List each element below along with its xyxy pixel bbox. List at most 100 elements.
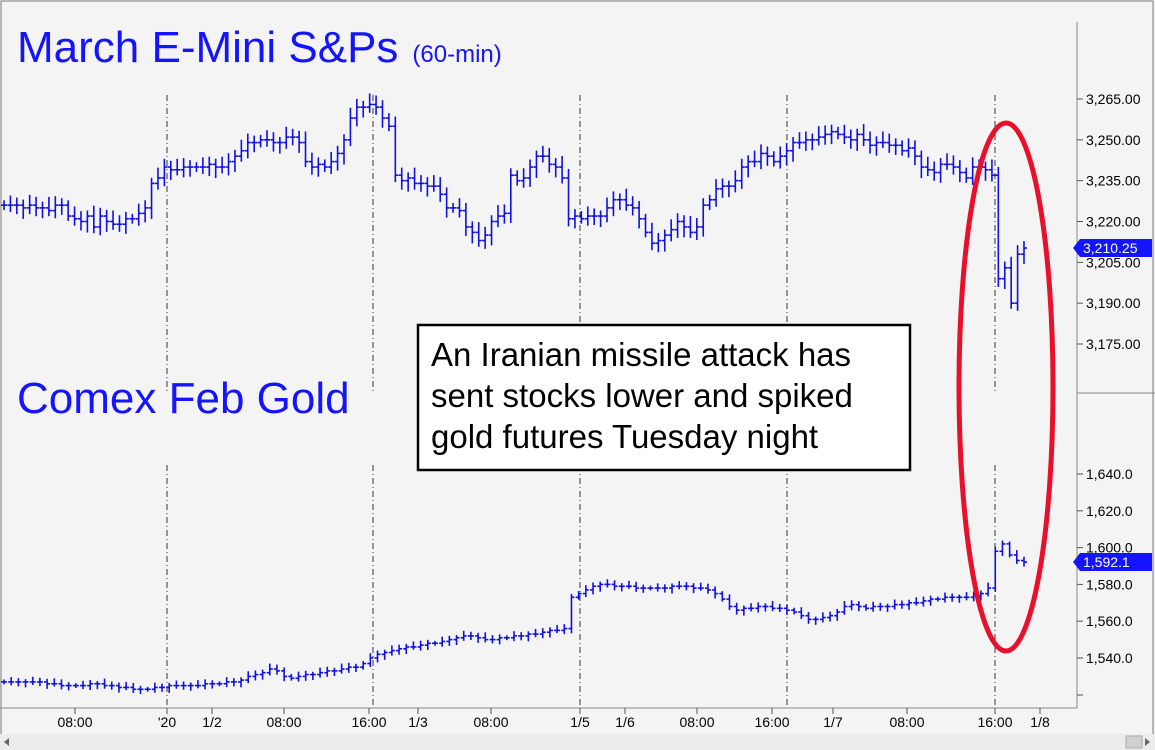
sp-price-bar <box>405 172 412 192</box>
gold-price-bar <box>396 644 403 655</box>
sp-price-bar <box>264 130 271 147</box>
scrollbar-thumb[interactable] <box>1125 735 1143 749</box>
sp-ytick-label: 3,220.00 <box>1086 214 1141 230</box>
gold-price-bar <box>568 593 575 634</box>
sp-price-bar <box>1014 245 1021 311</box>
gold-price-bar <box>690 583 697 594</box>
gold-price-bar <box>338 663 345 674</box>
sp-price-bar <box>661 229 668 252</box>
gold-price-bar <box>697 582 704 591</box>
sp-price-bar <box>13 197 20 215</box>
gold-price-bar <box>130 682 137 694</box>
sp-price-bar <box>379 100 386 128</box>
sp-ytick-label: 3,265.00 <box>1086 91 1141 107</box>
sp-price-bar <box>33 196 40 217</box>
sp-price-bar <box>559 156 566 184</box>
gold-price-bar <box>525 631 532 642</box>
scrollbar-track[interactable] <box>0 734 1155 750</box>
gold-price-bar <box>223 677 230 688</box>
gold-price-bar <box>101 678 108 689</box>
gold-price-bar <box>273 664 280 675</box>
gold-price-bar <box>252 670 259 681</box>
sp-price-bar <box>238 139 245 162</box>
gold-price-bar <box>783 604 790 615</box>
gold-price-bar <box>331 667 338 677</box>
sp-price-bar <box>437 177 444 202</box>
time-axis: 08:00 '20 1/2 08:00 16:00 1/3 08:00 1/5 1/6 08:00… <box>57 708 1050 730</box>
scroll-left-icon[interactable] <box>4 738 9 746</box>
sp-price-bar <box>501 204 508 224</box>
xtick-label: 16:00 <box>977 714 1012 730</box>
sp-price-bar <box>828 124 835 145</box>
sp-price-bar <box>398 167 405 190</box>
gold-price-bar <box>238 677 245 688</box>
xtick-label: 1/6 <box>615 714 635 730</box>
sp-price-bar <box>206 156 213 177</box>
sp-price-bar <box>71 206 78 226</box>
gold-ytick-label: 1,540.0 <box>1086 650 1133 666</box>
gold-price-bar <box>503 635 510 641</box>
sp-price-bar <box>796 132 803 149</box>
sp-price-bar <box>725 180 732 198</box>
sp-price-bar <box>20 199 27 219</box>
sp-price-bar <box>616 193 623 211</box>
scroll-right-icon[interactable] <box>1145 738 1150 746</box>
xtick-label: 1/5 <box>570 714 590 730</box>
sp-price-bar <box>328 151 335 174</box>
sp-price-bar <box>687 215 694 238</box>
sp-price-bar <box>135 203 142 226</box>
sp-price-bar <box>911 140 918 166</box>
gold-price-bar <box>187 682 194 691</box>
sp-price-bar <box>52 196 59 219</box>
sp-price-bar <box>411 167 418 190</box>
gold-price-bar <box>963 592 970 601</box>
gold-price-bar <box>683 582 690 591</box>
sp-price-bar <box>892 138 899 155</box>
sp-price-bar <box>456 198 463 218</box>
gold-price-bar <box>8 677 15 686</box>
gold-price-bar <box>352 663 359 672</box>
xtick-label: 1/2 <box>202 714 222 730</box>
sp-price-bar <box>751 150 758 168</box>
gold-price-bar <box>87 679 94 691</box>
sp-price-bar <box>244 133 251 159</box>
gold-price-bar <box>654 583 661 592</box>
sp-price-bar <box>636 200 643 229</box>
gold-price-bar <box>431 640 438 646</box>
sp-price-bar <box>783 143 790 166</box>
sp-price-bar <box>443 187 450 218</box>
gold-price-bar <box>661 584 668 593</box>
gold-price-bar <box>798 607 805 620</box>
sp-price-bar <box>944 153 951 170</box>
gold-price-bar <box>266 663 273 676</box>
xtick-label: '20 <box>158 714 176 730</box>
sp-price-bar <box>341 134 347 165</box>
sp-price-bar <box>225 153 232 176</box>
gold-price-bar <box>137 685 144 695</box>
sp-price-bar <box>809 133 816 151</box>
sp-price-bar <box>167 160 174 181</box>
gold-price-bar <box>532 628 539 638</box>
sp-chart-title: March E-Mini S&Ps (60-min) <box>17 23 502 72</box>
gold-price-bar <box>489 635 496 644</box>
xtick-label: 08:00 <box>679 714 714 730</box>
gold-price-bar <box>884 603 891 612</box>
sp-price-bar <box>950 155 957 175</box>
sp-price-bar <box>276 136 283 154</box>
gold-last-price-tag-bg <box>1073 553 1152 571</box>
sp-price-bar <box>879 131 886 149</box>
annotation-frame <box>416 323 912 472</box>
gold-price-bar <box>590 582 597 595</box>
sp-price-bar <box>45 196 52 217</box>
gold-price-bar <box>202 679 209 690</box>
sp-price-bar <box>366 93 373 113</box>
sp-price-bar <box>353 98 360 127</box>
gold-price-bar <box>618 583 625 592</box>
sp-price-bar <box>681 215 687 238</box>
sp-price-bar <box>65 200 72 221</box>
horizontal-scrollbar[interactable] <box>0 734 1155 750</box>
gold-price-bar <box>834 608 841 621</box>
sp-price-bar <box>642 213 649 238</box>
gold-price-bar <box>151 682 158 693</box>
